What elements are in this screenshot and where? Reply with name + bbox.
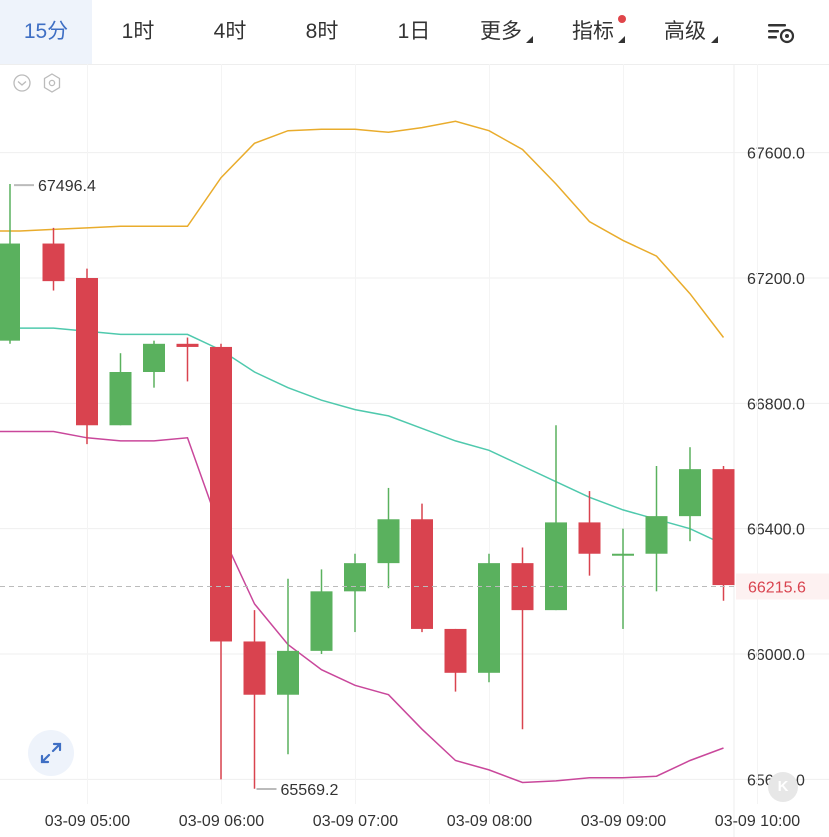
boll-middle-line — [0, 327, 724, 545]
candle-body — [243, 641, 266, 695]
candle — [344, 553, 366, 633]
high-marker-label: 67496.4 — [38, 178, 96, 195]
collapse-indicator-icon — [13, 74, 31, 92]
candle-body — [377, 519, 400, 564]
candle-body — [478, 563, 500, 673]
tab-4h[interactable]: 4时 — [213, 20, 247, 43]
x-tick-label: 03-09 05:00 — [45, 813, 131, 830]
tab-1d[interactable]: 1日 — [397, 20, 431, 43]
candle-body — [444, 628, 467, 673]
candle-body — [277, 650, 299, 695]
candle — [42, 227, 65, 291]
candle-body — [176, 343, 199, 347]
candle-body — [578, 522, 601, 554]
y-tick-label: 67200.0 — [747, 271, 805, 288]
candle-body — [310, 591, 333, 651]
more-dropdown[interactable]: 更多 — [470, 0, 532, 64]
boll-lower-line — [0, 430, 724, 784]
boll-upper-line — [0, 120, 725, 338]
candle-body — [109, 372, 132, 426]
candle-body — [612, 553, 634, 556]
candle — [210, 343, 232, 780]
candle — [143, 340, 165, 388]
indicator-dropdown[interactable]: 指标 — [562, 0, 624, 64]
candle — [0, 184, 20, 344]
more-caret-icon — [526, 36, 533, 43]
candle — [645, 466, 668, 592]
candle — [444, 628, 467, 692]
advanced-dropdown[interactable]: 高级 — [654, 0, 716, 64]
indicator-label: 指标 — [572, 20, 614, 43]
y-tick-label: 67600.0 — [747, 146, 805, 163]
candle-body — [712, 469, 735, 586]
chart-settings-icon — [768, 24, 795, 44]
indicator-settings-icon — [43, 73, 61, 93]
advanced-caret-icon — [711, 36, 718, 43]
expand-icon — [40, 742, 62, 764]
candle — [277, 578, 299, 755]
candle-body — [210, 346, 232, 642]
x-tick-label: 03-09 10:00 — [715, 813, 801, 830]
indicator-caret-icon — [618, 36, 625, 43]
candle — [478, 553, 500, 683]
y-tick-label: 66000.0 — [747, 647, 805, 664]
candle — [176, 337, 199, 382]
x-tick-label: 03-09 08:00 — [447, 813, 533, 830]
more-label: 更多 — [480, 20, 522, 43]
y-tick-label: 66800.0 — [747, 396, 805, 413]
advanced-label: 高级 — [664, 20, 706, 43]
last-price-label: 66215.6 — [748, 579, 806, 596]
tab-15min[interactable]: 15分 — [0, 0, 92, 64]
candle-body — [42, 243, 65, 282]
last-price-label-bg — [736, 573, 829, 600]
tab-8h[interactable]: 8时 — [305, 20, 339, 43]
candle — [76, 268, 98, 445]
x-tick-label: 03-09 09:00 — [581, 813, 667, 830]
candle-body — [76, 278, 98, 426]
timeframe-toolbar: 15分 1时 4时 8时 1日 更多 指标 高级 — [0, 0, 829, 65]
candle-body — [0, 243, 20, 341]
candle — [545, 425, 567, 611]
indicator-badge-dot — [618, 15, 626, 23]
candle — [243, 610, 266, 789]
x-tick-label: 03-09 06:00 — [179, 813, 265, 830]
candle — [310, 569, 333, 654]
collapse-indicator-chevron-icon — [17, 81, 27, 86]
candle — [612, 528, 634, 629]
tab-1h[interactable]: 1时 — [121, 20, 155, 43]
candle-body — [679, 469, 701, 517]
candle — [511, 547, 534, 730]
y-tick-label: 66400.0 — [747, 522, 805, 539]
candle-body — [411, 519, 433, 629]
candle-body — [545, 522, 567, 611]
low-marker-label: 65569.2 — [281, 782, 339, 799]
brand-watermark: K — [768, 772, 798, 802]
candle — [109, 353, 132, 426]
candle — [578, 491, 601, 576]
candle-body — [645, 516, 668, 554]
candle-body — [344, 563, 366, 592]
kline-chart[interactable]: 65600.066000.066400.066800.067200.067600… — [0, 64, 829, 837]
candle — [411, 503, 433, 633]
indicator-settings-center-icon — [48, 79, 56, 87]
candle-body — [143, 343, 165, 373]
candle — [377, 487, 400, 589]
x-tick-label: 03-09 07:00 — [313, 813, 399, 830]
expand-chart-button[interactable] — [28, 730, 74, 776]
chart-settings-button[interactable] — [760, 17, 800, 47]
candle — [679, 447, 701, 542]
candle — [712, 466, 735, 601]
